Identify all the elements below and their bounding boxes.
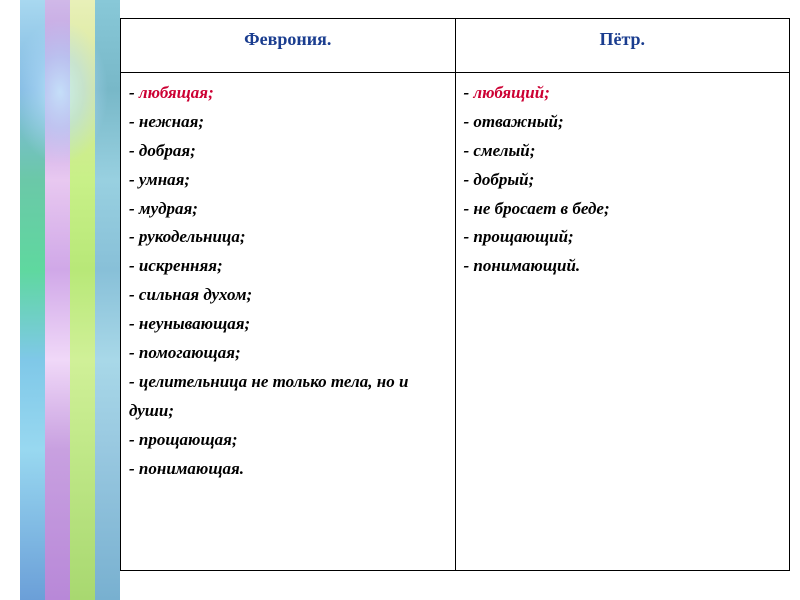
gradient-strip-2 bbox=[45, 0, 70, 600]
fevroniya-list: любящая; нежная; добрая; умная; мудрая; … bbox=[129, 79, 447, 483]
list-item: добрый; bbox=[464, 166, 782, 195]
petr-list: любящий; отважный; смелый; добрый; не бр… bbox=[464, 79, 782, 281]
list-item: сильная духом; bbox=[129, 281, 447, 310]
fevroniya-item-first: любящая; bbox=[129, 79, 447, 108]
list-item: рукодельница; bbox=[129, 223, 447, 252]
petr-item-first: любящий; bbox=[464, 79, 782, 108]
list-item: смелый; bbox=[464, 137, 782, 166]
list-item: прощающий; bbox=[464, 223, 782, 252]
comparison-table: Феврония. Пётр. любящая; нежная; добрая;… bbox=[120, 18, 790, 571]
list-item: искренняя; bbox=[129, 252, 447, 281]
table-body-row: любящая; нежная; добрая; умная; мудрая; … bbox=[121, 73, 790, 571]
list-item: понимающий. bbox=[464, 252, 782, 281]
decorative-sidebar bbox=[20, 0, 120, 600]
list-item: целительница не только тела, но и души; bbox=[129, 368, 447, 426]
gradient-strip-4 bbox=[95, 0, 120, 600]
gradient-strip-1 bbox=[20, 0, 45, 600]
list-item: нежная; bbox=[129, 108, 447, 137]
list-item: понимающая. bbox=[129, 455, 447, 484]
list-item: отважный; bbox=[464, 108, 782, 137]
list-item: мудрая; bbox=[129, 195, 447, 224]
cell-petr: любящий; отважный; смелый; добрый; не бр… bbox=[455, 73, 790, 571]
header-fevroniya: Феврония. bbox=[121, 19, 456, 73]
table-header-row: Феврония. Пётр. bbox=[121, 19, 790, 73]
list-item: не бросает в беде; bbox=[464, 195, 782, 224]
list-item: умная; bbox=[129, 166, 447, 195]
cell-fevroniya: любящая; нежная; добрая; умная; мудрая; … bbox=[121, 73, 456, 571]
list-item: неунывающая; bbox=[129, 310, 447, 339]
list-item: прощающая; bbox=[129, 426, 447, 455]
list-item: помогающая; bbox=[129, 339, 447, 368]
header-petr: Пётр. bbox=[455, 19, 790, 73]
list-item: добрая; bbox=[129, 137, 447, 166]
gradient-strip-3 bbox=[70, 0, 95, 600]
